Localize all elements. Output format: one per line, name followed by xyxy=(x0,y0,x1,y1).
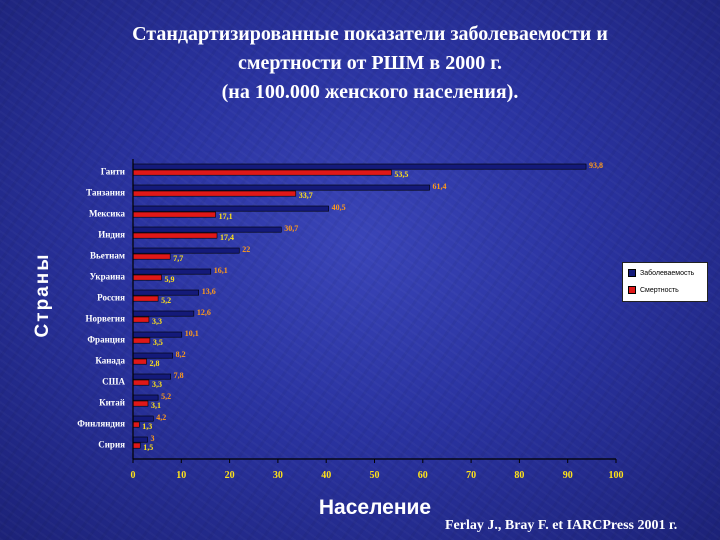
category-label: Индия xyxy=(98,230,125,240)
mortality-data-label: 7,7 xyxy=(173,254,183,263)
mortality-bar xyxy=(132,190,297,197)
incidence-bar xyxy=(132,247,240,254)
incidence-data-label: 3 xyxy=(150,434,154,443)
mortality-bar xyxy=(132,358,147,365)
mortality-bar xyxy=(132,232,218,239)
mortality-data-label: 33,7 xyxy=(299,191,313,200)
mortality-bar xyxy=(132,274,162,281)
incidence-data-label: 4,2 xyxy=(156,413,166,422)
category-label: Танзания xyxy=(86,188,125,198)
x-tick-label: 80 xyxy=(514,470,524,481)
legend-swatch-mortality xyxy=(628,286,636,294)
mortality-data-label: 5,9 xyxy=(164,275,174,284)
x-tick-label: 90 xyxy=(563,470,573,481)
incidence-data-label: 7,8 xyxy=(174,371,184,380)
legend-swatch-incidence xyxy=(628,269,636,277)
incidence-data-label: 13,6 xyxy=(202,287,216,296)
mortality-data-label: 3,3 xyxy=(152,317,162,326)
mortality-data-label: 1,5 xyxy=(143,443,153,452)
mortality-bar xyxy=(132,400,149,407)
incidence-data-label: 10,1 xyxy=(185,329,199,338)
category-label: Норвегия xyxy=(85,314,125,324)
incidence-bar xyxy=(132,268,212,275)
mortality-bar xyxy=(132,442,141,449)
category-label: Россия xyxy=(97,293,125,303)
category-label: Мексика xyxy=(89,209,126,219)
source-citation: Ferlay J., Bray F. et IARCPress 2001 г. xyxy=(445,518,678,533)
mortality-bar xyxy=(132,379,150,386)
incidence-data-label: 12,6 xyxy=(197,308,211,317)
legend-item-mortality: Смертность xyxy=(628,283,707,297)
category-label: Украина xyxy=(90,272,126,282)
x-tick-label: 70 xyxy=(466,470,476,481)
category-label: Финляндия xyxy=(77,419,125,429)
incidence-bar xyxy=(132,184,430,191)
x-axis-label: Население xyxy=(318,496,432,519)
title-line: (на 100.000 женского населения). xyxy=(221,81,519,103)
incidence-data-label: 8,2 xyxy=(176,350,186,359)
category-label: Гаити xyxy=(101,167,125,177)
x-tick-label: 0 xyxy=(131,470,136,481)
title-line: Стандартизированные показатели заболевае… xyxy=(132,23,608,45)
x-tick-label: 60 xyxy=(418,470,428,481)
incidence-data-label: 61,4 xyxy=(433,182,447,191)
chart-title: Стандартизированные показатели заболевае… xyxy=(60,20,680,107)
incidence-data-label: 40,5 xyxy=(332,203,346,212)
legend-label-mortality: Смертность xyxy=(640,286,679,294)
incidence-bar xyxy=(132,331,183,338)
x-tick-label: 40 xyxy=(321,470,331,481)
x-tick-label: 10 xyxy=(176,470,186,481)
mortality-bar xyxy=(132,421,140,428)
mortality-bar xyxy=(132,211,216,218)
incidence-data-label: 16,1 xyxy=(214,266,228,275)
incidence-data-label: 22 xyxy=(242,245,250,254)
category-label: Китай xyxy=(99,398,125,408)
mortality-bar xyxy=(132,295,159,302)
category-label: США xyxy=(102,377,125,387)
legend-label-incidence: Заболеваемость xyxy=(640,269,695,277)
mortality-data-label: 1,3 xyxy=(142,422,152,431)
x-tick-label: 20 xyxy=(225,470,235,481)
incidence-bar xyxy=(132,205,329,212)
mortality-data-label: 3,3 xyxy=(152,380,162,389)
incidence-data-label: 30,7 xyxy=(284,224,298,233)
category-label: Канада xyxy=(95,356,125,366)
mortality-data-label: 3,1 xyxy=(151,401,161,410)
mortality-data-label: 5,2 xyxy=(161,296,171,305)
incidence-bar xyxy=(132,415,154,422)
mortality-data-label: 3,5 xyxy=(153,338,163,347)
mortality-bar xyxy=(132,169,392,176)
category-label: Франция xyxy=(87,335,125,345)
mortality-bar xyxy=(132,316,150,323)
incidence-bar xyxy=(132,373,171,380)
incidence-bar xyxy=(132,436,148,443)
legend-item-incidence: Заболеваемость xyxy=(628,266,707,280)
x-tick-label: 50 xyxy=(370,470,380,481)
mortality-bar xyxy=(132,337,151,344)
x-tick-label: 100 xyxy=(609,470,624,481)
incidence-bar xyxy=(132,310,195,317)
incidence-bar xyxy=(132,352,173,359)
mortality-data-label: 17,4 xyxy=(220,233,234,242)
incidence-bar xyxy=(132,394,159,401)
incidence-bar xyxy=(132,163,587,170)
mortality-data-label: 17,1 xyxy=(219,212,233,221)
incidence-bar xyxy=(132,226,282,233)
incidence-data-label: 93,8 xyxy=(589,161,603,170)
mortality-data-label: 53,5 xyxy=(394,170,408,179)
category-label: Вьетнам xyxy=(90,251,125,261)
x-tick-label: 30 xyxy=(273,470,283,481)
incidence-bar xyxy=(132,289,199,296)
legend: Заболеваемость Смертность xyxy=(622,262,708,302)
mortality-data-label: 2,8 xyxy=(150,359,160,368)
incidence-data-label: 5,2 xyxy=(161,392,171,401)
category-label: Сирия xyxy=(98,440,125,450)
mortality-bar xyxy=(132,253,171,260)
title-line: смертности от РШМ в 2000 г. xyxy=(237,52,503,74)
